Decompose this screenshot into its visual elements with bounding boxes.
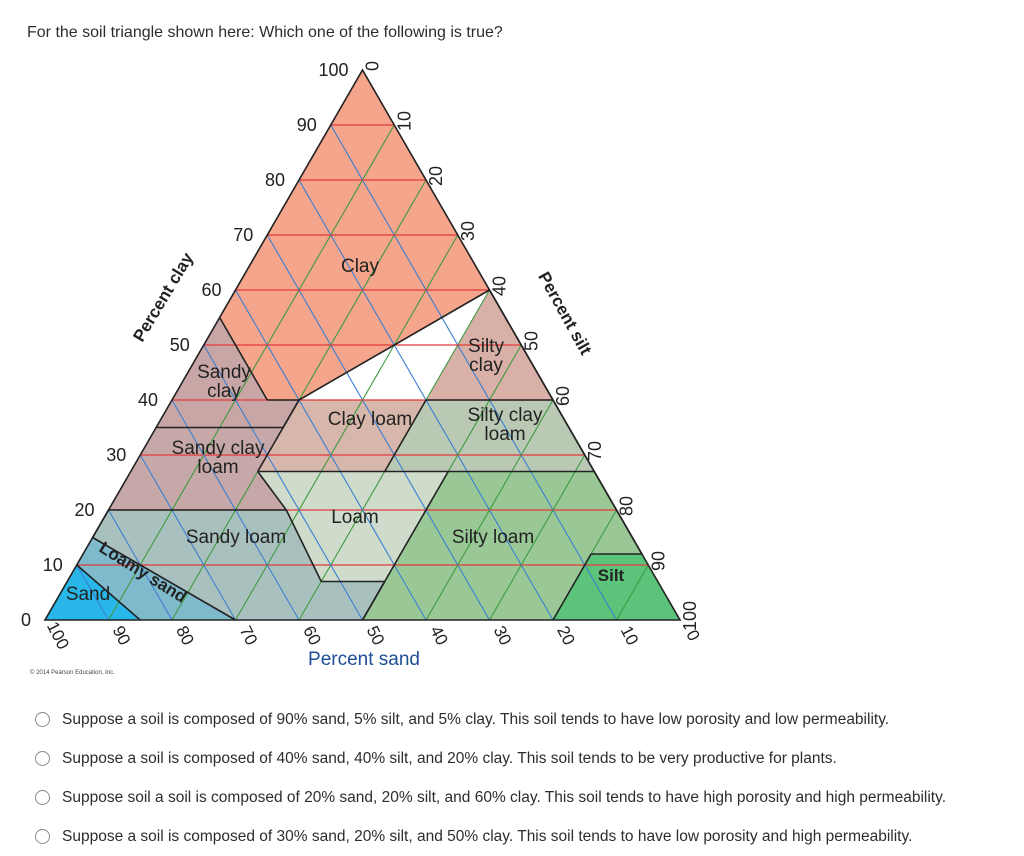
boundary-3: [488, 289, 554, 401]
sand-tick-80: 80: [172, 623, 198, 648]
sand-tick-100: 100: [43, 619, 73, 653]
silt-tick-100: 100: [680, 601, 700, 631]
boundary-22: [91, 509, 110, 538]
boundary-12: [257, 471, 287, 511]
sand-tick-10: 10: [617, 623, 643, 648]
clay-tick-90: 90: [297, 115, 317, 135]
silt-tick-40: 40: [490, 276, 510, 296]
boundary-0: [218, 317, 268, 401]
silt-tick-0: 0: [363, 61, 383, 71]
silt-axis-title: Percent silt: [534, 269, 595, 359]
grid-sand-70: [139, 454, 236, 621]
soil-texture-triangle: 0 0 100 10 10 90 20 20 80 30 30 70 40 40 60 50 50 50 60 60 4…: [21, 60, 704, 670]
boundary-10: [552, 399, 595, 472]
label-silty-clay-2: clay: [469, 355, 503, 376]
grid-silt-90: [616, 564, 649, 621]
radio-button[interactable]: [35, 751, 50, 766]
region-sandy-clay-loam: [108, 427, 287, 510]
silt-tick-70: 70: [585, 441, 605, 461]
label-silt: Silt: [598, 566, 625, 585]
label-sandy-clay-loam-2: loam: [197, 457, 238, 478]
sand-tick-30: 30: [490, 623, 516, 648]
clay-tick-0: 0: [21, 610, 31, 630]
silt-tick-30: 30: [458, 221, 478, 241]
option-text: Suppose soil a soil is composed of 20% s…: [62, 788, 946, 806]
question-text: For the soil triangle shown here: Which …: [27, 24, 503, 41]
boundary-19: [552, 553, 592, 621]
label-silty-clay-1: Silty: [468, 336, 504, 357]
radio-button[interactable]: [35, 790, 50, 805]
label-sandy-clay-loam-1: Sandy clay: [172, 438, 265, 459]
silt-tick-20: 20: [426, 166, 446, 186]
grid-sand-10: [330, 124, 617, 621]
clay-tick-60: 60: [201, 280, 221, 300]
clay-tick-30: 30: [106, 445, 126, 465]
region-silty-clay-loam: [384, 400, 595, 472]
radio-button[interactable]: [35, 829, 50, 844]
sand-tick-70: 70: [236, 623, 262, 648]
silt-tick-60: 60: [553, 386, 573, 406]
label-silty-clay-loam-1: Silty clay: [468, 405, 543, 426]
region-silty-loam: [362, 471, 642, 620]
label-sandy-clay-2: clay: [207, 381, 241, 402]
boundary-7: [384, 399, 427, 472]
boundary-8: [257, 399, 300, 472]
silt-tick-50: 50: [521, 331, 541, 351]
sand-tick-50: 50: [363, 623, 389, 648]
label-sandy-loam: Sandy loam: [186, 527, 286, 548]
clay-tick-70: 70: [233, 225, 253, 245]
region-boundaries: [43, 68, 682, 621]
silt-tick-90: 90: [648, 551, 668, 571]
radio-button[interactable]: [35, 712, 50, 727]
clay-tick-50: 50: [170, 335, 190, 355]
grid-sand-30: [266, 234, 490, 621]
label-sand: Sand: [66, 584, 110, 605]
sand-tick-40: 40: [426, 623, 452, 648]
answer-option-3[interactable]: Suppose soil a soil is composed of 20% s…: [35, 778, 946, 817]
sand-tick-90: 90: [109, 623, 135, 648]
boundary-18: [76, 564, 141, 621]
clay-axis-title: Percent clay: [129, 249, 197, 345]
option-text: Suppose a soil is composed of 30% sand, …: [62, 827, 913, 845]
answer-option-1[interactable]: Suppose a soil is composed of 90% sand, …: [35, 700, 946, 739]
boundary-13: [285, 509, 322, 582]
silt-tick-10: 10: [394, 111, 414, 131]
clay-tick-40: 40: [138, 390, 158, 410]
label-silty-loam: Silty loam: [452, 527, 534, 548]
sand-axis-title: Percent sand: [308, 649, 420, 670]
grid-sand-50: [203, 344, 363, 621]
grid-silt-70: [489, 454, 586, 621]
label-sandy-clay-1: Sandy: [197, 362, 251, 383]
answer-option-2[interactable]: Suppose a soil is composed of 40% sand, …: [35, 739, 946, 778]
boundary-17: [92, 536, 236, 621]
option-text: Suppose a soil is composed of 40% sand, …: [62, 749, 837, 767]
clay-tick-10: 10: [43, 555, 63, 575]
silt-tick-80: 80: [617, 496, 637, 516]
option-text: Suppose a soil is composed of 90% sand, …: [62, 710, 890, 728]
answer-option-4[interactable]: Suppose a soil is composed of 30% sand, …: [35, 817, 946, 856]
grid-silt-30: [235, 234, 459, 621]
boundary-16: [361, 471, 449, 621]
label-clay: Clay: [341, 256, 380, 277]
label-silty-clay-loam-2: loam: [484, 424, 525, 445]
answer-options: Suppose a soil is composed of 90% sand, …: [35, 700, 946, 856]
label-loam: Loam: [331, 507, 379, 528]
copyright-credit: © 2014 Pearson Education, Inc.: [30, 670, 115, 676]
clay-tick-80: 80: [265, 170, 285, 190]
sand-tick-20: 20: [553, 623, 579, 648]
grid-silt-60: [425, 399, 554, 621]
clay-tick-100: 100: [318, 60, 348, 80]
clay-tick-20: 20: [74, 500, 94, 520]
grid-sand-90: [76, 564, 109, 621]
boundary-2: [298, 289, 490, 401]
region-silt: [553, 554, 680, 620]
label-clay-loam: Clay loam: [328, 409, 412, 430]
boundary-21: [593, 471, 643, 555]
sand-tick-60: 60: [299, 623, 325, 648]
